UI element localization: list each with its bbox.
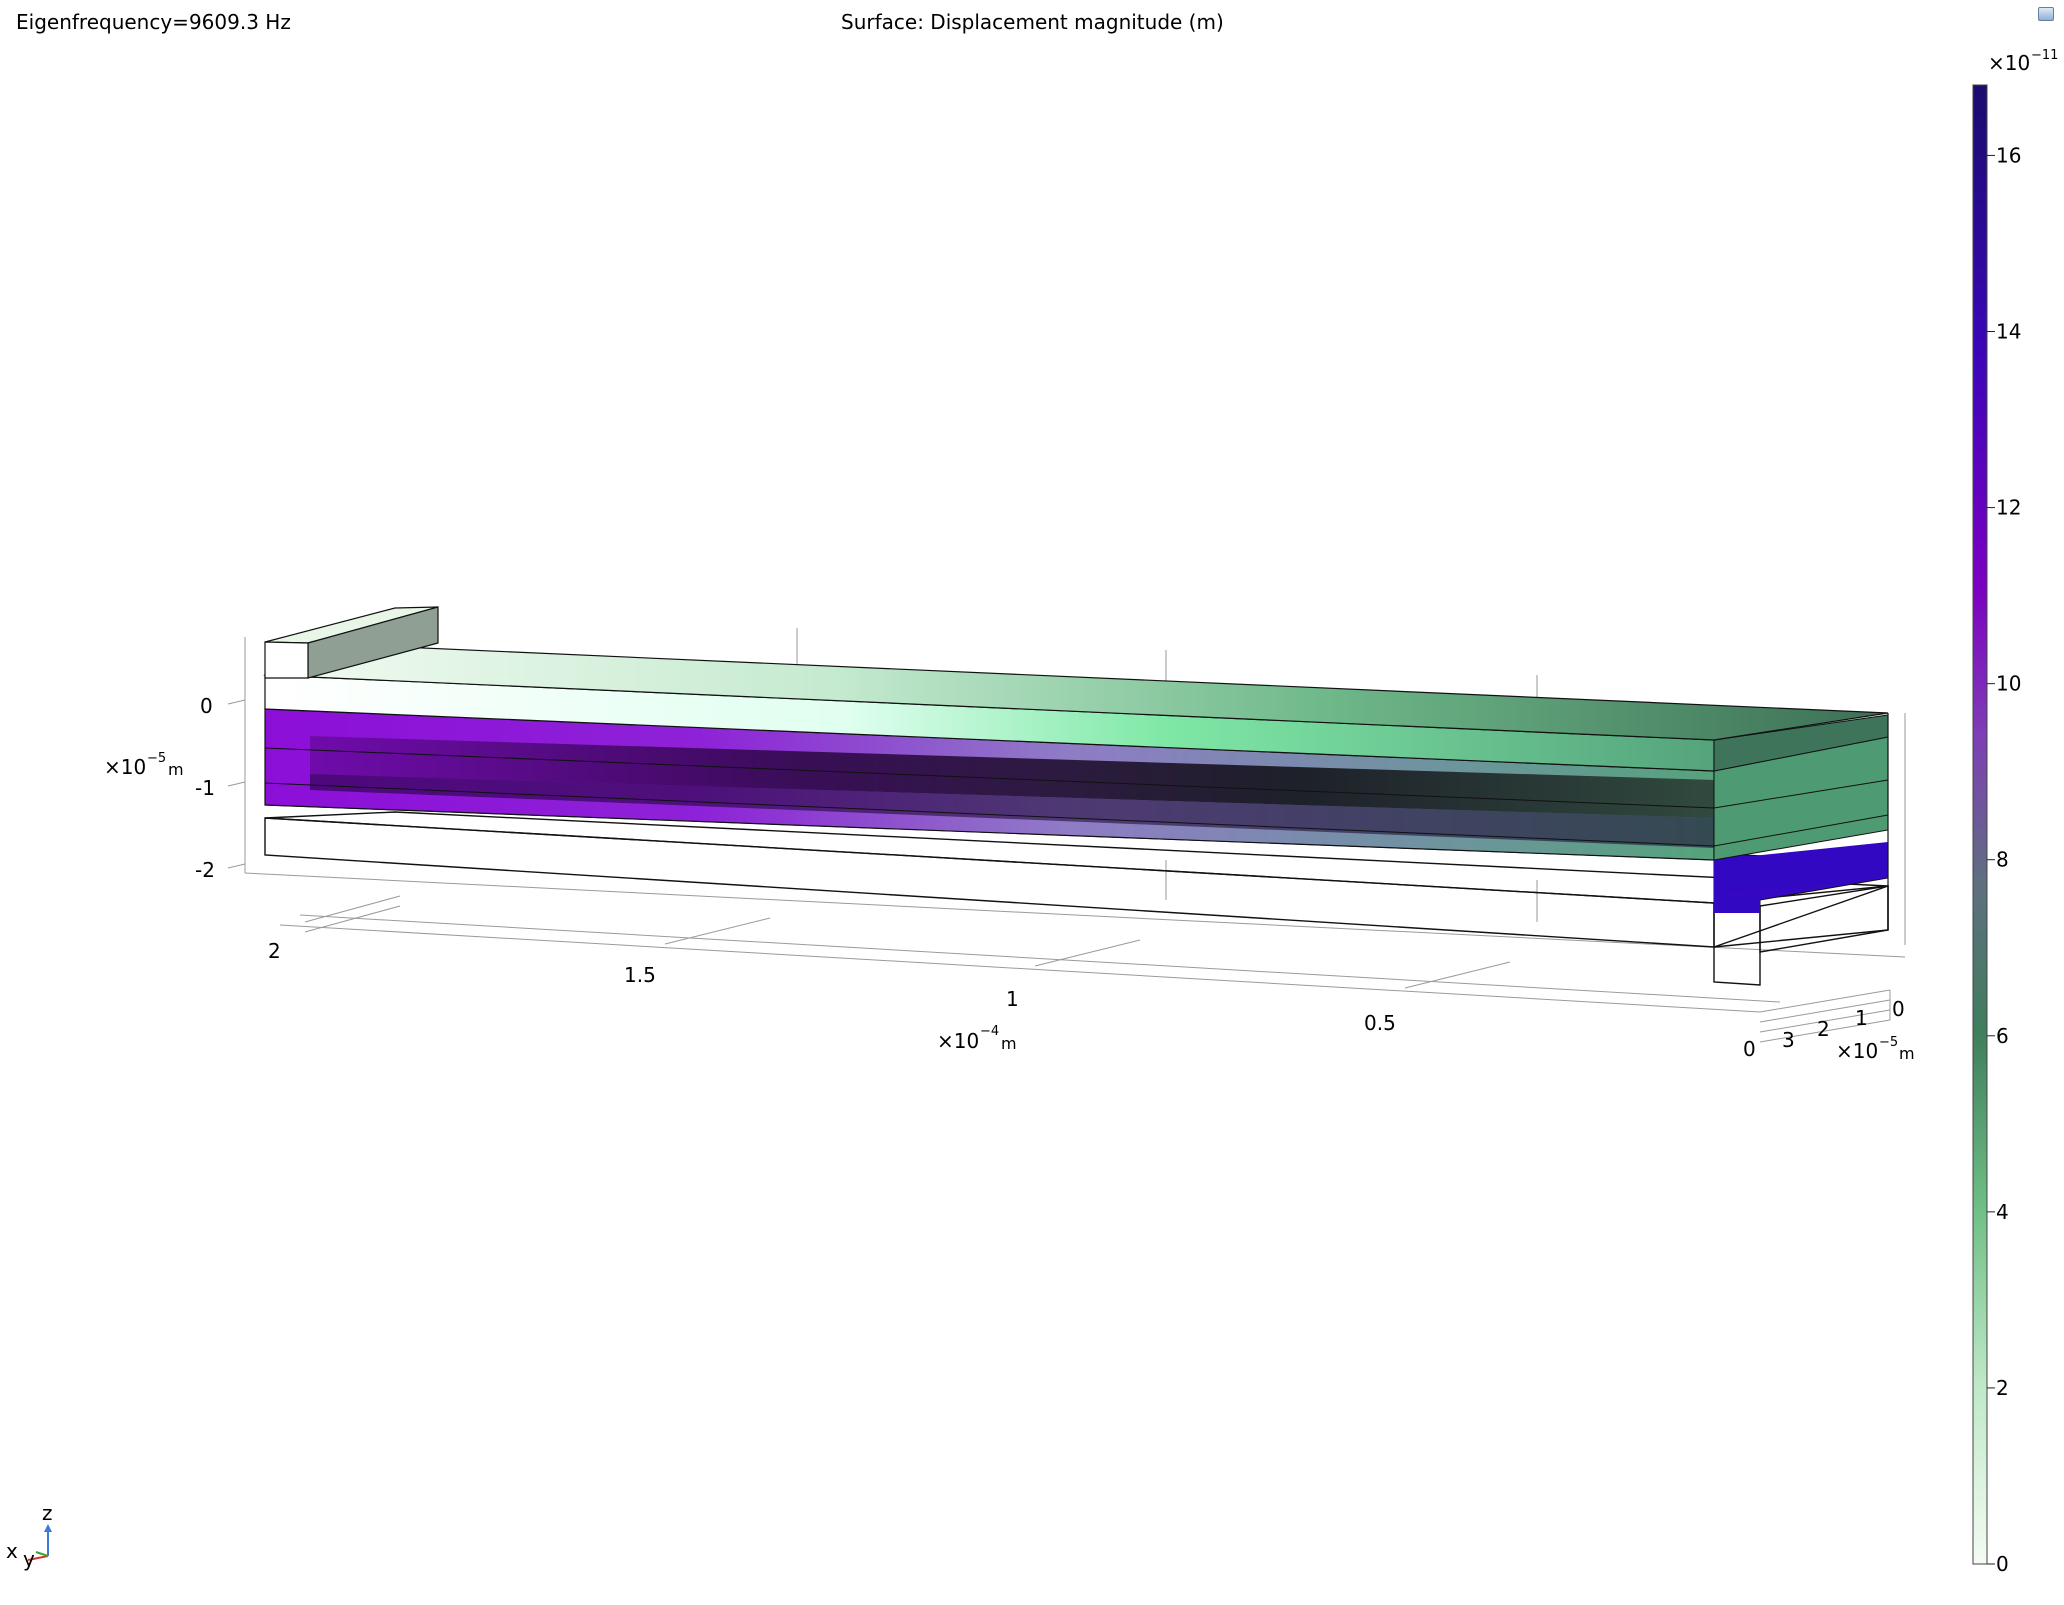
x-tick-2: 1 [1006, 987, 1019, 1011]
z-unit-power: −5 [147, 751, 166, 766]
anchor-block [264, 606, 439, 679]
colorbar-tick-label: 16 [1996, 143, 2021, 167]
x-tick-1: 1.5 [624, 963, 656, 987]
z-unit-base: ×10 [104, 755, 146, 779]
colorbar: ×10 −11 16 14 12 10 8 6 4 2 0 [1972, 48, 2058, 1576]
colorbar-tick-label: 2 [1996, 1376, 2009, 1400]
colorbar-tick-label: 12 [1996, 496, 2021, 520]
x-tick-3: 0.5 [1364, 1011, 1396, 1035]
colorbar-ticks: 16 14 12 10 8 6 4 2 0 [1987, 143, 2021, 1576]
x-axis: 2 1.5 1 0.5 0 ×10 −4 m [268, 939, 1756, 1061]
x-unit-power: −4 [980, 1024, 999, 1039]
x-tick-0: 2 [268, 939, 281, 963]
graphics-toolbar-icon[interactable] [2038, 7, 2054, 21]
x-tick-4: 0 [1743, 1037, 1756, 1061]
triad-x-label: x [6, 1539, 18, 1563]
y-tick-3: 0 [1892, 997, 1905, 1021]
y-unit-power: −5 [1879, 1035, 1898, 1050]
y-unit-base: ×10 [1836, 1039, 1878, 1063]
y-tick-2: 1 [1855, 1006, 1868, 1030]
axis-triad: z x y [6, 1501, 53, 1571]
y-tick-1: 2 [1817, 1017, 1830, 1041]
eigenfrequency-label: Eigenfrequency=9609.3 Hz [16, 10, 291, 34]
colorbar-tick-label: 6 [1996, 1024, 2009, 1048]
colorbar-tick-label: 10 [1996, 672, 2021, 696]
y-tick-0: 3 [1782, 1028, 1795, 1052]
colorbar-tick-label: 8 [1996, 848, 2009, 872]
x-unit-base: ×10 [937, 1029, 979, 1053]
colorbar-tick-label: 14 [1996, 320, 2021, 344]
colorbar-gradient [1972, 84, 1988, 1565]
z-tick-1: -1 [195, 776, 215, 800]
colorbar-exp-base: ×10 [1988, 51, 2030, 75]
triad-z-label: z [42, 1501, 53, 1525]
y-axis: 3 2 1 0 ×10 −5 m [1782, 997, 1915, 1063]
plot-title: Surface: Displacement magnitude (m) [841, 10, 1224, 34]
colorbar-tick-label: 0 [1996, 1552, 2009, 1576]
z-unit: m [168, 760, 184, 779]
z-axis: 0 -1 -2 ×10 −5 m [104, 694, 215, 882]
y-unit: m [1899, 1044, 1915, 1063]
x-unit: m [1001, 1034, 1017, 1053]
colorbar-exp-power: −11 [2031, 48, 2058, 63]
triad-y-label: y [23, 1547, 35, 1571]
z-tick-2: -2 [195, 858, 215, 882]
z-tick-0: 0 [200, 694, 213, 718]
colorbar-tick-label: 4 [1996, 1200, 2009, 1224]
beam-middle-layer [264, 708, 1889, 861]
